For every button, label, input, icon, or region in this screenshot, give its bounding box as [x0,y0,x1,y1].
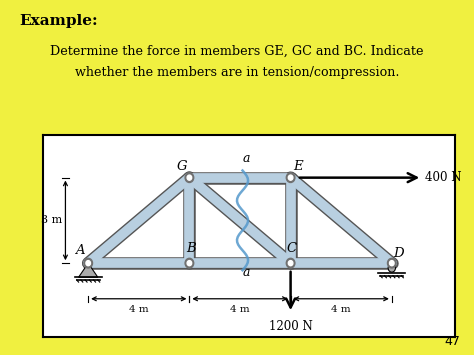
Text: E: E [293,160,302,173]
Circle shape [286,258,295,268]
Text: B: B [186,242,196,255]
Text: 400 N: 400 N [425,171,461,184]
Text: D: D [393,247,404,260]
Circle shape [390,261,394,266]
Circle shape [288,175,293,180]
Text: C: C [287,242,297,255]
Text: whether the members are in tension/compression.: whether the members are in tension/compr… [75,66,399,79]
Polygon shape [79,263,98,277]
Circle shape [286,173,295,182]
Circle shape [388,264,395,272]
Text: Determine the force in members GE, GC and BC. Indicate: Determine the force in members GE, GC an… [50,44,424,58]
Text: 3 m: 3 m [41,215,62,225]
Text: G: G [176,160,187,173]
Circle shape [187,261,191,266]
Circle shape [288,261,293,266]
Text: 4 m: 4 m [230,305,250,314]
Text: A: A [74,244,84,257]
Text: a: a [243,266,250,279]
Text: a: a [243,152,250,165]
Circle shape [86,261,91,266]
Circle shape [84,258,92,268]
Circle shape [185,258,194,268]
Text: 4 m: 4 m [331,305,351,314]
Text: 4 m: 4 m [129,305,149,314]
Circle shape [185,173,194,182]
Text: 1200 N: 1200 N [269,320,312,333]
Text: Example:: Example: [19,14,98,28]
Circle shape [187,175,191,180]
Text: 47: 47 [444,335,460,348]
Circle shape [387,258,396,268]
